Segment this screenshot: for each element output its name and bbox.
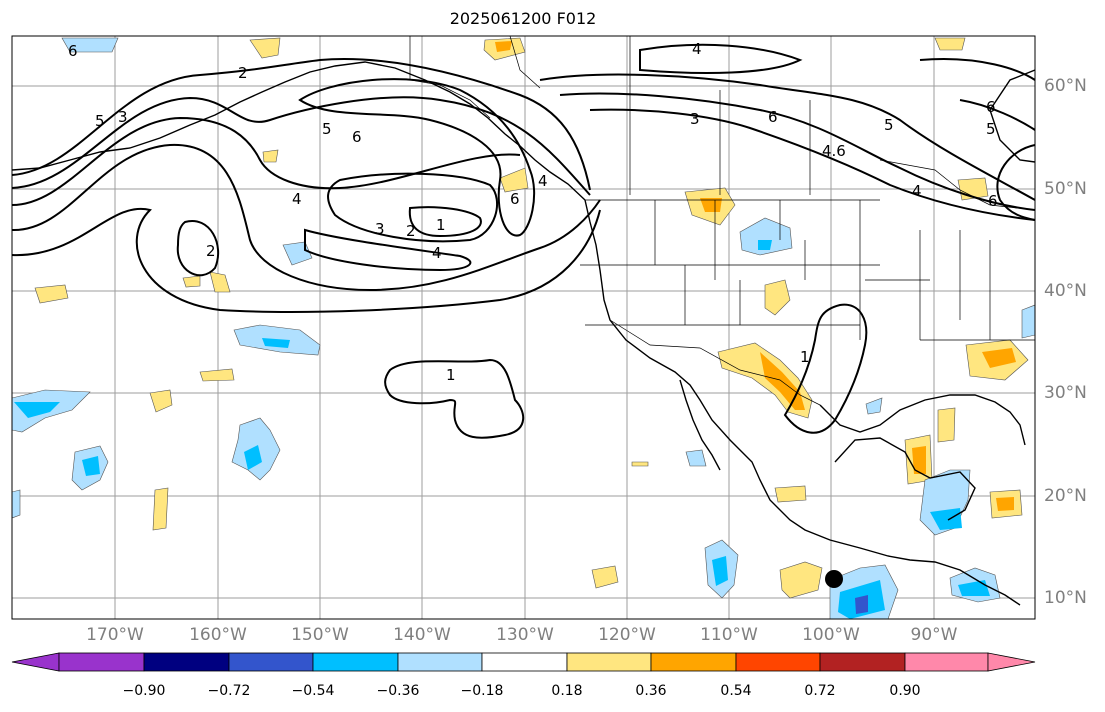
colorbar-tick-label: 0.18	[551, 683, 583, 699]
contour-label: 4	[912, 182, 922, 200]
positive-anomaly-shading	[34, 37, 1029, 599]
contour-label: 4	[432, 244, 442, 262]
map-title: 2025061200 F012	[449, 9, 597, 28]
contour-label: 5	[884, 116, 894, 134]
negative-anomaly-shading	[12, 37, 1035, 619]
contour-label: 6	[68, 42, 78, 60]
contour-label: 2	[406, 222, 416, 240]
lon-label: 90°W	[910, 625, 958, 645]
storm-center-marker	[825, 570, 843, 588]
contour-label: 6	[352, 128, 362, 146]
colorbar-tick-label: −0.54	[291, 683, 335, 699]
colorbar-tick-label: 0.36	[635, 683, 667, 699]
contour-label: 1	[436, 216, 446, 234]
contour-label: 5	[95, 112, 105, 130]
lat-label: 10°N	[1044, 588, 1087, 608]
contour-label: 6	[986, 98, 996, 116]
lon-label: 110°W	[700, 625, 758, 645]
contour-label: 1	[800, 348, 810, 366]
map-gridlines	[12, 36, 1035, 619]
lat-label: 40°N	[1044, 281, 1087, 301]
contour-label: 4	[692, 40, 702, 58]
colorbar-extend-left	[11, 652, 60, 672]
colorbar-segment	[143, 652, 230, 672]
contour-lines	[12, 43, 1035, 439]
lat-label: 30°N	[1044, 383, 1087, 403]
colorbar-segment	[735, 652, 821, 672]
contour-label: 3	[690, 110, 700, 128]
lon-label: 120°W	[598, 625, 656, 645]
colorbar-segment	[904, 652, 989, 672]
contour-labels: 6 2 5 4 3 5 6 4 3 2 1 4 2 6 4 3 6 5 4.6 …	[68, 40, 998, 384]
lat-label: 20°N	[1044, 486, 1087, 506]
colorbar	[11, 652, 1036, 672]
lon-label: 150°W	[291, 625, 349, 645]
colorbar-tick-label: 0.90	[889, 683, 921, 699]
lon-label: 130°W	[496, 625, 554, 645]
colorbar-segment	[397, 652, 483, 672]
lat-label: 60°N	[1044, 76, 1087, 96]
colorbar-segment	[312, 652, 399, 672]
map-frame	[11, 35, 1036, 620]
contour-label: 4.6	[822, 142, 846, 160]
contour-label: 3	[375, 220, 385, 238]
colorbar-tick-label: −0.90	[122, 683, 166, 699]
contour-label: 2	[206, 242, 216, 260]
contour-label: 6	[988, 192, 998, 210]
contour-label: 1	[446, 366, 456, 384]
colorbar-tick-label: 0.72	[804, 683, 836, 699]
colorbar-extend-right	[987, 652, 1036, 672]
colorbar-tick-label: −0.18	[460, 683, 504, 699]
contour-label: 4	[538, 172, 548, 190]
colorbar-segment	[566, 652, 652, 672]
colorbar-tick-label: −0.72	[207, 683, 251, 699]
contour-label: 4	[292, 190, 302, 208]
colorbar-segment	[481, 652, 568, 672]
lat-label: 50°N	[1044, 179, 1087, 199]
contour-label: 5	[322, 120, 332, 138]
colorbar-segment	[650, 652, 737, 672]
lon-label: 170°W	[86, 625, 144, 645]
contour-label: 5	[986, 120, 996, 138]
colorbar-segment	[228, 652, 314, 672]
colorbar-tick-label: −0.36	[376, 683, 420, 699]
lon-label: 100°W	[802, 625, 860, 645]
contour-label: 6	[768, 108, 778, 126]
lon-label: 160°W	[189, 625, 247, 645]
colorbar-segment	[58, 652, 145, 672]
lon-label: 140°W	[393, 625, 451, 645]
contour-label: 2	[238, 64, 248, 82]
contour-label: 3	[118, 108, 128, 126]
colorbar-segment	[819, 652, 906, 672]
colorbar-tick-label: 0.54	[720, 683, 752, 699]
contour-label: 6	[510, 190, 520, 208]
